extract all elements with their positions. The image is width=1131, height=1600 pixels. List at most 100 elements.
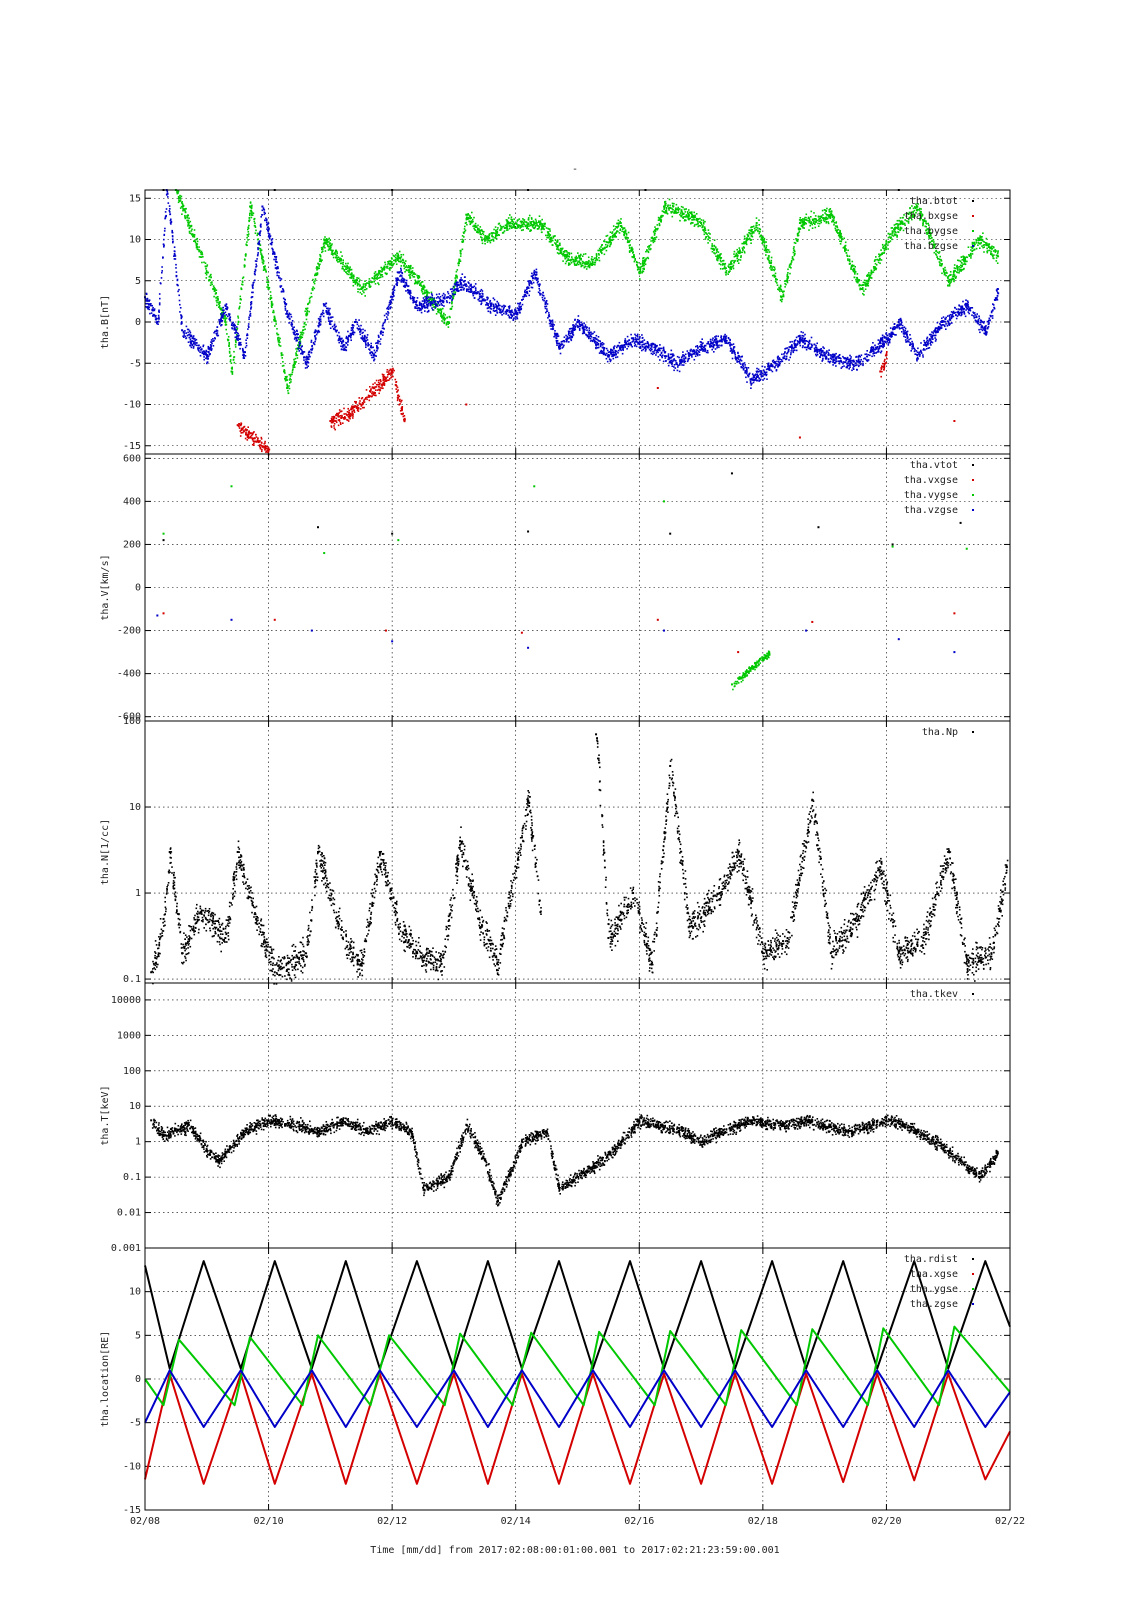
- data-point: [365, 288, 368, 290]
- data-point: [693, 211, 695, 214]
- data-point: [459, 255, 462, 257]
- data-point: [713, 247, 715, 250]
- data-point: [423, 286, 426, 288]
- data-point: [379, 276, 381, 279]
- data-point: [340, 338, 342, 340]
- data-point: [239, 295, 242, 298]
- data-point: [516, 223, 518, 225]
- data-point: [489, 240, 491, 242]
- data-point: [193, 340, 195, 343]
- data-point: [914, 214, 916, 217]
- data-point: [264, 445, 267, 447]
- data-point: [949, 271, 952, 273]
- data-point: [879, 258, 881, 260]
- data-point: [437, 309, 440, 312]
- data-point: [516, 220, 519, 222]
- data-point: [687, 217, 690, 220]
- data-point: [995, 260, 998, 262]
- data-point: [225, 323, 228, 326]
- data-point: [788, 264, 791, 267]
- data-point: [328, 312, 331, 315]
- data-point: [240, 423, 242, 426]
- data-point: [885, 240, 887, 243]
- data-point: [479, 226, 482, 228]
- data-point: [183, 332, 186, 334]
- data-point: [190, 232, 192, 235]
- data-point: [314, 335, 316, 338]
- data-point: [720, 263, 722, 266]
- data-point: [627, 237, 629, 239]
- data-point: [428, 292, 430, 294]
- data-point: [259, 444, 261, 446]
- data-point: [341, 265, 344, 268]
- data-point: [605, 235, 608, 237]
- data-point: [565, 250, 568, 252]
- data-point: [816, 219, 818, 222]
- data-point: [386, 369, 389, 371]
- data-point: [358, 328, 360, 330]
- data-point: [238, 427, 241, 429]
- data-point: [517, 224, 519, 226]
- data-point: [708, 232, 710, 234]
- data-point: [958, 268, 961, 270]
- data-point: [158, 303, 161, 306]
- data-point: [341, 255, 343, 257]
- data-point: [448, 315, 451, 318]
- data-point: [311, 347, 314, 350]
- data-point: [963, 267, 965, 270]
- data-point: [322, 309, 324, 312]
- data-point: [675, 211, 677, 213]
- data-point: [164, 227, 166, 230]
- data-point: [240, 429, 242, 432]
- data-point: [737, 258, 740, 261]
- data-point: [338, 335, 341, 338]
- data-point: [585, 268, 588, 270]
- data-point: [260, 249, 263, 251]
- data-point: [491, 232, 493, 234]
- data-point: [847, 249, 849, 252]
- data-point: [992, 257, 994, 259]
- data-point: [179, 307, 182, 309]
- data-point: [875, 264, 878, 266]
- data-point: [527, 222, 529, 224]
- data-point: [356, 281, 358, 284]
- data-point: [158, 310, 160, 313]
- data-point: [890, 227, 893, 229]
- data-point: [443, 322, 446, 324]
- data-point: [864, 283, 867, 286]
- data-point: [314, 280, 316, 282]
- data-point: [349, 273, 351, 275]
- data-point: [366, 336, 368, 339]
- data-point: [592, 263, 595, 266]
- data-point: [440, 308, 443, 311]
- data-point: [530, 217, 533, 219]
- data-point: [307, 360, 309, 363]
- data-point: [220, 313, 222, 315]
- data-point: [423, 291, 426, 294]
- data-point: [592, 258, 594, 261]
- data-point: [691, 215, 693, 217]
- data-point: [645, 259, 647, 261]
- data-point: [246, 439, 249, 441]
- data-point: [779, 290, 781, 293]
- data-point: [145, 298, 147, 300]
- data-point: [693, 218, 696, 221]
- data-point: [990, 252, 992, 254]
- data-point: [205, 265, 208, 268]
- data-point: [218, 305, 221, 307]
- data-point: [260, 436, 263, 439]
- data-point: [710, 247, 713, 250]
- data-point: [221, 314, 223, 317]
- data-point: [707, 229, 710, 231]
- data-point: [248, 219, 250, 222]
- data-point: [257, 247, 259, 249]
- data-point: [492, 240, 495, 242]
- data-point: [397, 396, 399, 399]
- data-point: [893, 224, 896, 226]
- data-point: [210, 346, 212, 348]
- data-point: [238, 425, 240, 428]
- data-point: [770, 265, 772, 267]
- data-point: [269, 298, 272, 300]
- data-point: [552, 237, 555, 239]
- data-point: [251, 214, 253, 216]
